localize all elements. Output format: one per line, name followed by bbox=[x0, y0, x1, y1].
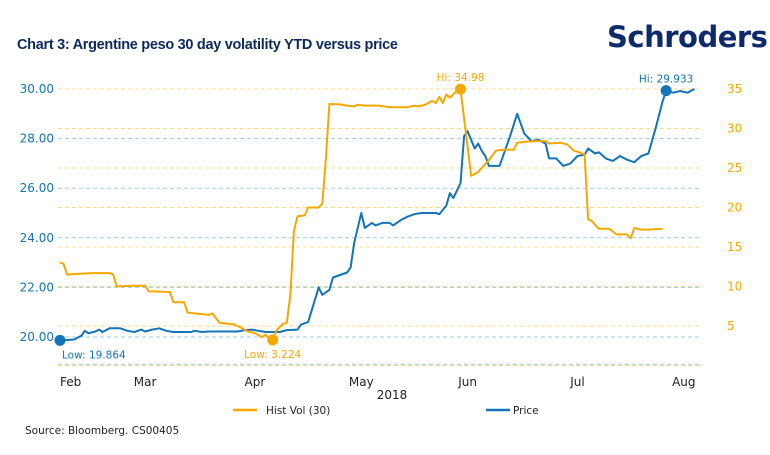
annotations: Hi: 34.98 Hi: 29.933 Low: 19.864 Low: 3.224 bbox=[54, 72, 693, 361]
y-left-tick-label: 26.00 bbox=[20, 181, 54, 195]
schroders-logo: Schroders bbox=[607, 20, 768, 54]
series-lines bbox=[59, 88, 695, 342]
annotation-marker bbox=[660, 85, 672, 97]
y-right-tick-label: 10 bbox=[727, 280, 742, 294]
gridlines bbox=[58, 88, 700, 366]
chart-title: Chart 3: Argentine peso 30 day volatilit… bbox=[17, 37, 398, 53]
y-left-tick-label: 20.00 bbox=[20, 330, 54, 344]
annotation-label: Hi: 29.933 bbox=[639, 74, 693, 86]
x-tick-label: Mar bbox=[134, 375, 157, 389]
y-axis-left: 20.00 22.00 24.00 26.00 28.00 30.00 bbox=[20, 82, 54, 344]
x-tick-label: Jun bbox=[457, 375, 477, 389]
annotation-label: Low: 19.864 bbox=[62, 349, 126, 361]
legend-vol-label: Hist Vol (30) bbox=[266, 405, 330, 417]
x-tick-label: Aug bbox=[672, 375, 695, 389]
y-right-tick-label: 15 bbox=[727, 240, 742, 254]
y-right-tick-label: 30 bbox=[727, 122, 742, 136]
y-axis-right: 5 10 15 20 25 30 35 bbox=[727, 82, 742, 333]
source-note: Source: Bloomberg. CS00405 bbox=[25, 425, 180, 437]
y-right-tick-label: 25 bbox=[727, 161, 742, 175]
annotation-label: Low: 3.224 bbox=[244, 349, 301, 361]
legend-price-label: Price bbox=[513, 405, 539, 417]
series-line-price bbox=[59, 88, 695, 342]
y-left-tick-label: 22.00 bbox=[20, 280, 54, 294]
annotation-marker bbox=[455, 83, 467, 95]
x-tick-label: May bbox=[349, 375, 374, 389]
annotation-marker bbox=[267, 334, 279, 346]
y-left-tick-label: 28.00 bbox=[20, 132, 54, 146]
annotation-marker bbox=[54, 334, 66, 346]
annotation-label: Hi: 34.98 bbox=[437, 72, 485, 84]
x-tick-label: Jul bbox=[569, 375, 584, 389]
y-right-tick-label: 5 bbox=[727, 319, 735, 333]
legend: Hist Vol (30) Price bbox=[233, 405, 539, 417]
x-tick-label: Feb bbox=[60, 375, 81, 389]
x-axis: Feb Mar Apr May Jun Jul Aug bbox=[60, 375, 696, 389]
series-line-hist-vol bbox=[59, 88, 663, 342]
y-left-tick-label: 30.00 bbox=[20, 82, 54, 96]
y-left-tick-label: 24.00 bbox=[20, 231, 54, 245]
y-right-tick-label: 20 bbox=[727, 201, 742, 215]
x-tick-label: Apr bbox=[245, 375, 266, 389]
y-right-tick-label: 35 bbox=[727, 82, 742, 96]
x-axis-year-label: 2018 bbox=[377, 388, 408, 402]
